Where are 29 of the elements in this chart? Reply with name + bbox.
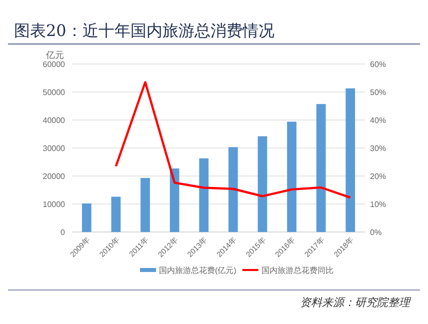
y-axis-title: 亿元 [45, 50, 64, 60]
line-series [114, 81, 352, 199]
y-tick-label: 0 [60, 228, 66, 237]
y2-tick-label: 20% [370, 172, 386, 181]
y2-tick-label: 40% [370, 116, 386, 125]
y2-tick-label: 30% [370, 144, 386, 153]
bar [287, 122, 296, 232]
y-tick-label: 10000 [42, 200, 66, 209]
bar [346, 88, 356, 232]
y-tick-label: 40000 [42, 116, 66, 125]
y-tick-label: 30000 [42, 144, 66, 153]
bar [258, 136, 268, 232]
bar [199, 158, 209, 232]
legend-label: 国内旅游总花费同比 [261, 266, 334, 275]
bar [111, 196, 121, 232]
y-tick-label: 20000 [42, 172, 66, 181]
y2-tick-label: 50% [370, 88, 386, 97]
bar [140, 178, 150, 232]
y2-tick-label: 60% [370, 60, 386, 69]
y2-tick-label: 10% [370, 200, 386, 209]
bar [82, 203, 92, 232]
y-tick-label: 60000 [42, 60, 66, 69]
chart-title: 图表20：近十年国内旅游总消费情况 [14, 21, 274, 40]
y2-tick-label: 0% [370, 228, 382, 237]
bar [316, 104, 326, 232]
bar [228, 147, 238, 232]
legend-label: 国内旅游总花费(亿元) [159, 266, 237, 275]
text: 资料来源：研究院整理 [300, 296, 412, 309]
y-tick-label: 50000 [42, 88, 66, 97]
